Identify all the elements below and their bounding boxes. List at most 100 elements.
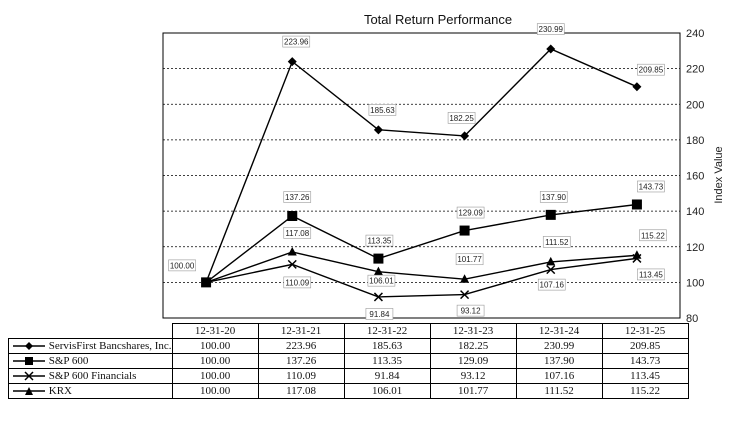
data-label-box	[637, 63, 665, 76]
series-line	[205, 203, 637, 283]
table-cell: 129.09	[429, 353, 517, 369]
series-line	[205, 257, 637, 298]
col-header: 12-31-20	[171, 323, 259, 339]
table-cell: 100.00	[171, 383, 259, 399]
data-point	[287, 246, 297, 256]
data-label-box	[365, 234, 394, 247]
data-label: 91.84	[369, 310, 390, 319]
y-tick-label: 240	[686, 28, 704, 40]
col-header: 12-31-23	[429, 323, 517, 339]
table-cell: 100.00	[171, 338, 259, 354]
series-line	[205, 48, 638, 283]
table-cell: 91.84	[343, 368, 431, 384]
data-label-box	[168, 259, 196, 272]
table-cell: 115.22	[601, 383, 689, 399]
series-name: ServisFirst Bancshares, Inc.	[48, 339, 172, 352]
data-label-box	[637, 268, 665, 281]
data-label-box	[537, 278, 566, 291]
table-row: ServisFirst Bancshares, Inc. 100.00 223.…	[8, 338, 689, 354]
col-header: 12-31-22	[343, 323, 431, 339]
chart-title: Total Return Performance	[364, 12, 512, 27]
gridlines	[163, 68, 680, 283]
data-label: 137.26	[285, 193, 310, 202]
data-point	[632, 82, 642, 92]
data-point	[631, 199, 642, 210]
data-label-box	[365, 308, 394, 320]
table-cell: 110.09	[257, 368, 345, 384]
legend-cell: KRX	[8, 383, 173, 399]
y-tick-label: 180	[686, 135, 704, 147]
col-header: 12-31-25	[601, 323, 689, 339]
data-label-box	[539, 191, 568, 203]
legend-cell: S&P 600 Financials	[8, 368, 173, 384]
legend-triangle-icon	[13, 387, 45, 396]
y-tick-label: 100	[686, 277, 704, 289]
col-header: 12-31-24	[515, 323, 603, 339]
marker-layer	[201, 44, 642, 302]
series-name: S&P 600 Financials	[48, 369, 137, 382]
table-cell: 113.35	[343, 353, 431, 369]
table-cell: 137.90	[515, 353, 603, 369]
data-label-box	[456, 206, 485, 219]
data-label-box	[455, 253, 484, 266]
y-axis-label: Index Value	[713, 146, 725, 203]
table-cell: 137.26	[257, 353, 345, 369]
data-label: 107.16	[540, 281, 565, 290]
col-header: 12-31-21	[257, 323, 345, 339]
data-label: 106.01	[369, 277, 394, 286]
data-label-box	[536, 23, 565, 35]
data-label: 230.99	[539, 25, 564, 34]
data-table: 12-31-20 12-31-21 12-31-22 12-31-23 12-3…	[8, 323, 689, 399]
data-point	[287, 259, 297, 269]
data-point	[459, 225, 470, 236]
data-point	[373, 266, 383, 276]
table-cell: 101.77	[429, 383, 517, 399]
legend-diamond-icon	[13, 342, 45, 351]
y-tick-label: 200	[686, 99, 704, 111]
y-tick-label: 220	[686, 64, 704, 76]
table-cell: 117.08	[257, 383, 345, 399]
data-label-box	[637, 180, 665, 193]
table-cell: 182.25	[429, 338, 517, 354]
table-row: S&P 600 100.00 137.26 113.35 129.09 137.…	[8, 353, 689, 369]
table-row: S&P 600 Financials 100.00 110.09 91.84 9…	[8, 368, 689, 384]
data-label: 110.09	[285, 278, 309, 287]
data-label: 115.22	[641, 231, 665, 240]
data-label-box	[447, 112, 476, 124]
data-point	[546, 265, 556, 275]
data-label: 209.85	[639, 66, 664, 75]
data-label-box	[283, 227, 312, 239]
data-label: 223.96	[284, 38, 309, 47]
data-label-layer: 100.00 223.96 185.63 182.25 230.99 209.85 137.…	[168, 23, 667, 320]
y-tick-label: 140	[686, 206, 704, 218]
table-cell: 100.00	[171, 353, 259, 369]
y-axis-ticks: 80 100 120 140 160 180 200 220 240	[686, 28, 704, 325]
data-point	[460, 131, 470, 141]
data-point	[546, 44, 556, 54]
y-tick-label: 160	[686, 171, 704, 183]
table-header-row: 12-31-20 12-31-21 12-31-22 12-31-23 12-3…	[8, 323, 689, 339]
series-layer	[205, 48, 638, 298]
table-row: KRX 100.00 117.08 106.01 101.77 111.52 1…	[8, 383, 689, 399]
table-cell: 230.99	[515, 338, 603, 354]
table-corner	[8, 323, 173, 339]
series-name: KRX	[48, 384, 72, 397]
data-point	[460, 274, 470, 283]
legend-cell: ServisFirst Bancshares, Inc.	[8, 338, 173, 354]
legend-x-icon	[13, 371, 45, 381]
data-label: 143.73	[639, 182, 664, 191]
data-label: 113.35	[367, 237, 391, 246]
legend-cell: S&P 600	[8, 353, 173, 369]
series-line	[205, 251, 637, 284]
series-name: S&P 600	[48, 354, 89, 367]
data-point	[460, 290, 470, 300]
table-cell: 223.96	[257, 338, 345, 354]
y-tick-label: 80	[686, 313, 698, 325]
data-point	[632, 250, 642, 259]
data-point	[373, 253, 384, 264]
table-cell: 143.73	[601, 353, 689, 369]
data-label-box	[283, 191, 312, 203]
data-label-box	[282, 35, 311, 48]
data-point	[287, 211, 298, 222]
